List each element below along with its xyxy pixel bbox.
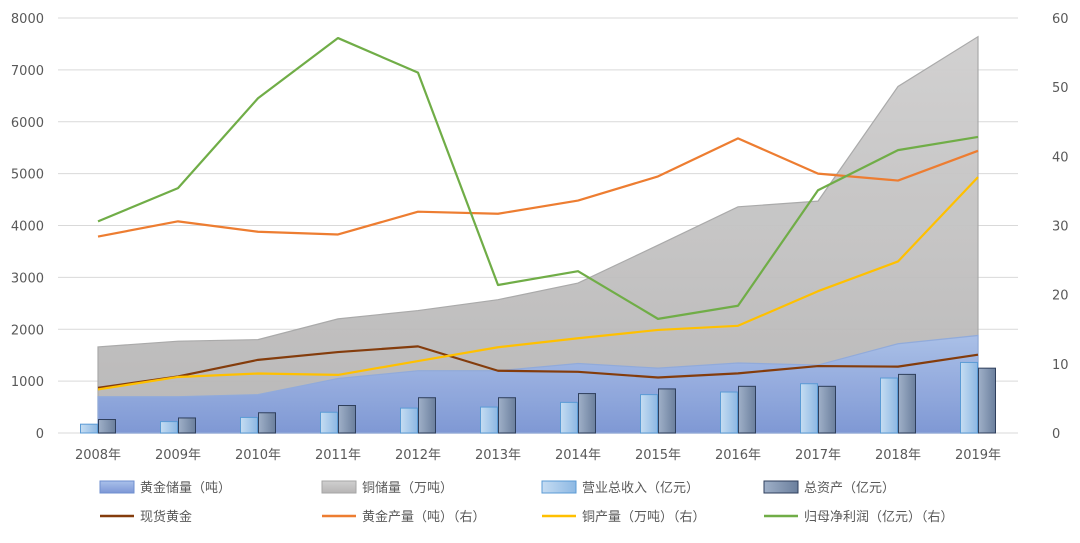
right-axis-tick-label: 50	[1052, 81, 1069, 96]
total-assets-bar	[818, 385, 836, 434]
left-axis-tick-label: 2000	[11, 323, 44, 338]
total-assets-bar	[258, 412, 276, 434]
x-axis-tick-label: 2008年	[75, 448, 121, 463]
x-axis-tick-label: 2010年	[235, 448, 281, 463]
x-axis-tick-label: 2012年	[395, 448, 441, 463]
legend: 黄金储量（吨） 铜储量（万吨） 营业总收入（亿元） 总资产（亿元） 现货黄金 黄金产量（吨…	[99, 480, 954, 525]
revenue-bar	[960, 361, 978, 434]
legend-swatch-box	[541, 480, 577, 494]
legend-swatch-box	[99, 480, 135, 494]
total-assets-bar	[178, 417, 196, 434]
line-series	[97, 36, 979, 391]
x-axis-tick-label: 2011年	[315, 448, 361, 463]
left-axis-tick-label: 1000	[11, 375, 44, 390]
legend-label: 归母净利润（亿元）（右）	[804, 510, 954, 525]
revenue-bar	[320, 411, 338, 434]
revenue-bar	[80, 423, 98, 434]
total-assets-bar	[418, 397, 436, 434]
gold-output-line	[97, 137, 979, 238]
total-assets-bar	[338, 405, 356, 434]
bar-series	[80, 361, 996, 434]
revenue-bar	[880, 377, 898, 434]
net-profit-line	[97, 36, 979, 320]
legend-swatch-box	[763, 480, 799, 494]
legend-label: 铜产量（万吨）（右）	[582, 510, 706, 525]
revenue-bar	[400, 407, 418, 434]
left-axis-tick-label: 6000	[11, 116, 44, 131]
total-assets-bar	[898, 373, 916, 434]
revenue-bar	[560, 401, 578, 434]
x-axis-tick-label: 2013年	[475, 448, 521, 463]
revenue-bar	[240, 416, 258, 434]
left-axis-tick-label: 5000	[11, 168, 44, 183]
right-axis-tick-label: 30	[1052, 220, 1069, 235]
x-axis-tick-label: 2017年	[795, 448, 841, 463]
total-assets-bar	[578, 393, 596, 434]
x-axis-tick-label: 2009年	[155, 448, 201, 463]
area-copper-reserve	[97, 35, 979, 434]
total-assets-bar	[978, 367, 996, 434]
legend-label: 现货黄金	[140, 509, 192, 525]
revenue-bar	[720, 391, 738, 434]
left-axis-tick-label: 8000	[11, 12, 44, 27]
total-assets-bar	[658, 388, 676, 434]
right-axis-tick-label: 60	[1052, 12, 1069, 27]
spot-gold-line	[97, 345, 979, 389]
left-axis-tick-label: 4000	[11, 220, 44, 235]
copper-output-line	[97, 176, 979, 391]
left-axis-tick-label: 0	[36, 427, 44, 442]
total-assets-bar	[498, 397, 516, 434]
x-axis-tick-label: 2015年	[635, 448, 681, 463]
revenue-bar	[480, 406, 498, 434]
legend-label: 铜储量（万吨）	[362, 481, 453, 496]
right-axis-tick-label: 0	[1052, 427, 1060, 442]
legend-label: 黄金产量（吨）（右）	[362, 509, 486, 525]
left-axis-tick-label: 3000	[11, 271, 44, 286]
right-axis-tick-label: 20	[1052, 289, 1069, 304]
revenue-bar	[640, 394, 658, 434]
total-assets-bar	[98, 419, 116, 434]
area-gold-reserve	[97, 334, 979, 434]
legend-label: 黄金储量（吨）	[140, 480, 231, 496]
revenue-bar	[800, 383, 818, 434]
x-axis-tick-label: 2018年	[875, 448, 921, 463]
area-series	[97, 35, 979, 434]
total-assets-bar	[738, 385, 756, 434]
axis-labels: 0 1000 2000 3000 4000 5000 6000 7000 8000 0 10 20 30…	[11, 12, 1069, 463]
x-axis-tick-label: 2014年	[555, 448, 601, 463]
right-axis-tick-label: 40	[1052, 150, 1069, 165]
right-axis-tick-label: 10	[1052, 358, 1069, 373]
x-axis-tick-label: 2019年	[955, 448, 1001, 463]
legend-swatch-box	[321, 480, 357, 494]
legend-label: 营业总收入（亿元）	[582, 481, 699, 496]
x-axis-tick-label: 2016年	[715, 448, 761, 463]
revenue-bar	[160, 421, 178, 434]
legend-label: 总资产（亿元）	[804, 481, 895, 496]
left-axis-tick-label: 7000	[11, 64, 44, 79]
